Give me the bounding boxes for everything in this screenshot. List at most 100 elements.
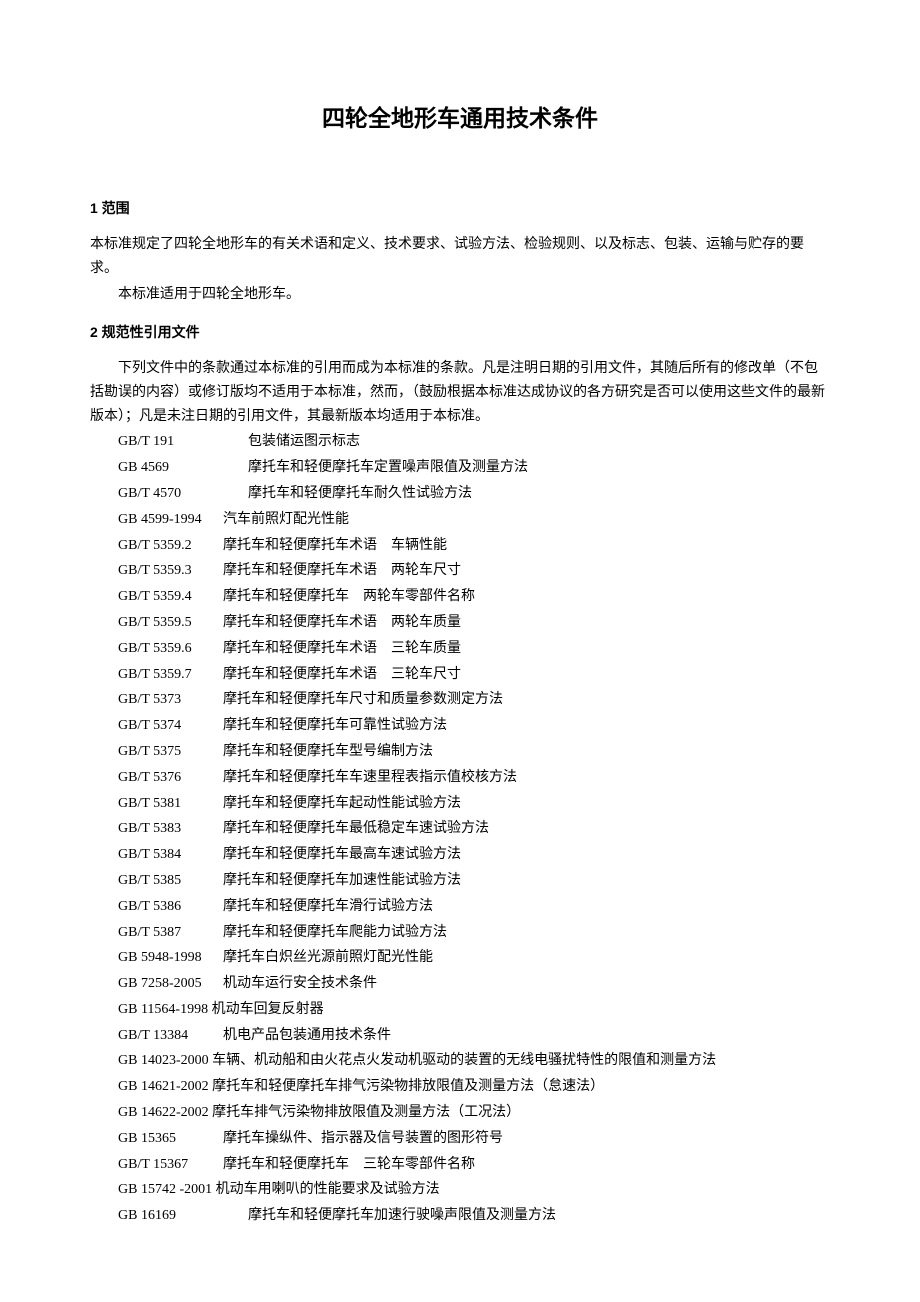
reference-description: 摩托车排气污染物排放限值及测量方法（工况法） (212, 1105, 520, 1120)
reference-item: GB/T 5381摩托车和轻便摩托车起动性能试验方法 (90, 792, 830, 816)
reference-code: GB 11564-1998 (118, 1002, 208, 1017)
reference-code: GB 7258-2005 (118, 972, 223, 996)
reference-item: GB 14622-2002 摩托车排气污染物排放限值及测量方法（工况法） (90, 1101, 830, 1125)
reference-description: 摩托车和轻便摩托车可靠性试验方法 (223, 718, 447, 733)
reference-description: 机电产品包装通用技术条件 (223, 1028, 391, 1043)
reference-description: 摩托车和轻便摩托车 两轮车零部件名称 (223, 589, 475, 604)
reference-item: GB/T 5359.6摩托车和轻便摩托车术语 三轮车质量 (90, 637, 830, 661)
reference-code: GB 14023-2000 (118, 1053, 209, 1068)
reference-item: GB 5948-1998摩托车白炽丝光源前照灯配光性能 (90, 946, 830, 970)
reference-item: GB/T 5385摩托车和轻便摩托车加速性能试验方法 (90, 869, 830, 893)
reference-code: GB/T 5376 (118, 766, 223, 790)
reference-item: GB/T 5359.3摩托车和轻便摩托车术语 两轮车尺寸 (90, 559, 830, 583)
reference-description: 摩托车和轻便摩托车最低稳定车速试验方法 (223, 821, 489, 836)
reference-item: GB/T 191包装储运图示标志 (90, 430, 830, 454)
reference-item: GB/T 13384机电产品包装通用技术条件 (90, 1024, 830, 1048)
reference-code: GB 15365 (118, 1127, 223, 1151)
reference-item: GB/T 5383摩托车和轻便摩托车最低稳定车速试验方法 (90, 817, 830, 841)
reference-code: GB/T 5384 (118, 843, 223, 867)
reference-item: GB/T 5359.2摩托车和轻便摩托车术语 车辆性能 (90, 534, 830, 558)
reference-code: GB/T 5385 (118, 869, 223, 893)
reference-description: 汽车前照灯配光性能 (223, 512, 349, 527)
section-2-heading: 2 规范性引用文件 (90, 321, 830, 343)
reference-item: GB 16169摩托车和轻便摩托车加速行驶噪声限值及测量方法 (90, 1204, 830, 1228)
reference-description: 摩托车和轻便摩托车尺寸和质量参数测定方法 (223, 692, 503, 707)
reference-item: GB 14023-2000 车辆、机动船和由火花点火发动机驱动的装置的无线电骚扰… (90, 1049, 830, 1073)
section-1-heading: 1 范围 (90, 197, 830, 219)
reference-code: GB 4599-1994 (118, 508, 223, 532)
reference-description: 摩托车操纵件、指示器及信号装置的图形符号 (223, 1131, 503, 1146)
reference-item: GB/T 5373摩托车和轻便摩托车尺寸和质量参数测定方法 (90, 688, 830, 712)
reference-item: GB/T 5375摩托车和轻便摩托车型号编制方法 (90, 740, 830, 764)
reference-code: GB/T 5359.6 (118, 637, 223, 661)
reference-code: GB 14622-2002 (118, 1105, 209, 1120)
reference-description: 摩托车和轻便摩托车车速里程表指示值校核方法 (223, 770, 517, 785)
reference-description: 包装储运图示标志 (248, 434, 360, 449)
reference-code: GB/T 191 (118, 430, 248, 454)
reference-description: 车辆、机动船和由火花点火发动机驱动的装置的无线电骚扰特性的限值和测量方法 (212, 1053, 716, 1068)
reference-code: GB/T 5359.3 (118, 559, 223, 583)
reference-description: 摩托车和轻便摩托车术语 三轮车尺寸 (223, 667, 461, 682)
reference-item: GB/T 5387摩托车和轻便摩托车爬能力试验方法 (90, 921, 830, 945)
reference-code: GB/T 5374 (118, 714, 223, 738)
reference-item: GB 4599-1994汽车前照灯配光性能 (90, 508, 830, 532)
reference-code: GB 14621-2002 (118, 1079, 209, 1094)
reference-item: GB 11564-1998 机动车回复反射器 (90, 998, 830, 1022)
reference-code: GB 5948-1998 (118, 946, 223, 970)
section-1-para-1: 本标准规定了四轮全地形车的有关术语和定义、技术要求、试验方法、检验规则、以及标志… (90, 233, 830, 281)
reference-code: GB 16169 (118, 1204, 248, 1228)
reference-item: GB/T 4570摩托车和轻便摩托车耐久性试验方法 (90, 482, 830, 506)
reference-item: GB/T 5359.5摩托车和轻便摩托车术语 两轮车质量 (90, 611, 830, 635)
reference-item: GB 7258-2005机动车运行安全技术条件 (90, 972, 830, 996)
reference-description: 摩托车和轻便摩托车起动性能试验方法 (223, 796, 461, 811)
reference-item: GB/T 15367摩托车和轻便摩托车 三轮车零部件名称 (90, 1153, 830, 1177)
reference-item: GB/T 5386摩托车和轻便摩托车滑行试验方法 (90, 895, 830, 919)
reference-code: GB/T 5383 (118, 817, 223, 841)
reference-item: GB/T 5374摩托车和轻便摩托车可靠性试验方法 (90, 714, 830, 738)
reference-code: GB/T 5381 (118, 792, 223, 816)
reference-code: GB 15742 -2001 (118, 1182, 212, 1197)
reference-code: GB/T 5387 (118, 921, 223, 945)
reference-item: GB/T 5376摩托车和轻便摩托车车速里程表指示值校核方法 (90, 766, 830, 790)
reference-description: 摩托车和轻便摩托车术语 车辆性能 (223, 538, 447, 553)
reference-code: GB/T 5359.2 (118, 534, 223, 558)
reference-list: GB/T 191包装储运图示标志GB 4569摩托车和轻便摩托车定置噪声限值及测… (90, 430, 830, 1228)
reference-description: 摩托车和轻便摩托车最高车速试验方法 (223, 847, 461, 862)
reference-item: GB 15742 -2001 机动车用喇叭的性能要求及试验方法 (90, 1178, 830, 1202)
reference-description: 机动车运行安全技术条件 (223, 976, 377, 991)
reference-description: 摩托车和轻便摩托车定置噪声限值及测量方法 (248, 460, 528, 475)
reference-description: 摩托车和轻便摩托车排气污染物排放限值及测量方法（怠速法） (212, 1079, 604, 1094)
reference-description: 摩托车和轻便摩托车爬能力试验方法 (223, 925, 447, 940)
reference-item: GB/T 5359.4摩托车和轻便摩托车 两轮车零部件名称 (90, 585, 830, 609)
reference-description: 摩托车和轻便摩托车耐久性试验方法 (248, 486, 472, 501)
reference-code: GB/T 5373 (118, 688, 223, 712)
reference-description: 摩托车和轻便摩托车滑行试验方法 (223, 899, 433, 914)
document-title: 四轮全地形车通用技术条件 (90, 100, 830, 137)
section-2-para-1: 下列文件中的条款通过本标准的引用而成为本标准的条款。凡是注明日期的引用文件，其随… (90, 357, 830, 428)
reference-item: GB/T 5384摩托车和轻便摩托车最高车速试验方法 (90, 843, 830, 867)
reference-code: GB/T 5375 (118, 740, 223, 764)
reference-item: GB/T 5359.7摩托车和轻便摩托车术语 三轮车尺寸 (90, 663, 830, 687)
reference-code: GB/T 4570 (118, 482, 248, 506)
reference-code: GB/T 5359.7 (118, 663, 223, 687)
reference-description: 摩托车和轻便摩托车加速性能试验方法 (223, 873, 461, 888)
reference-description: 机动车回复反射器 (212, 1002, 324, 1017)
reference-item: GB 15365摩托车操纵件、指示器及信号装置的图形符号 (90, 1127, 830, 1151)
reference-description: 摩托车和轻便摩托车术语 两轮车质量 (223, 615, 461, 630)
reference-description: 摩托车白炽丝光源前照灯配光性能 (223, 950, 433, 965)
reference-code: GB/T 5386 (118, 895, 223, 919)
reference-code: GB/T 5359.4 (118, 585, 223, 609)
reference-description: 机动车用喇叭的性能要求及试验方法 (216, 1182, 440, 1197)
reference-code: GB/T 15367 (118, 1153, 223, 1177)
reference-description: 摩托车和轻便摩托车术语 两轮车尺寸 (223, 563, 461, 578)
reference-description: 摩托车和轻便摩托车术语 三轮车质量 (223, 641, 461, 656)
reference-item: GB 14621-2002 摩托车和轻便摩托车排气污染物排放限值及测量方法（怠速… (90, 1075, 830, 1099)
reference-description: 摩托车和轻便摩托车 三轮车零部件名称 (223, 1157, 475, 1172)
reference-code: GB/T 5359.5 (118, 611, 223, 635)
reference-code: GB/T 13384 (118, 1024, 223, 1048)
reference-item: GB 4569摩托车和轻便摩托车定置噪声限值及测量方法 (90, 456, 830, 480)
reference-description: 摩托车和轻便摩托车加速行驶噪声限值及测量方法 (248, 1208, 556, 1223)
section-1-para-2: 本标准适用于四轮全地形车。 (90, 283, 830, 307)
reference-code: GB 4569 (118, 456, 248, 480)
reference-description: 摩托车和轻便摩托车型号编制方法 (223, 744, 433, 759)
